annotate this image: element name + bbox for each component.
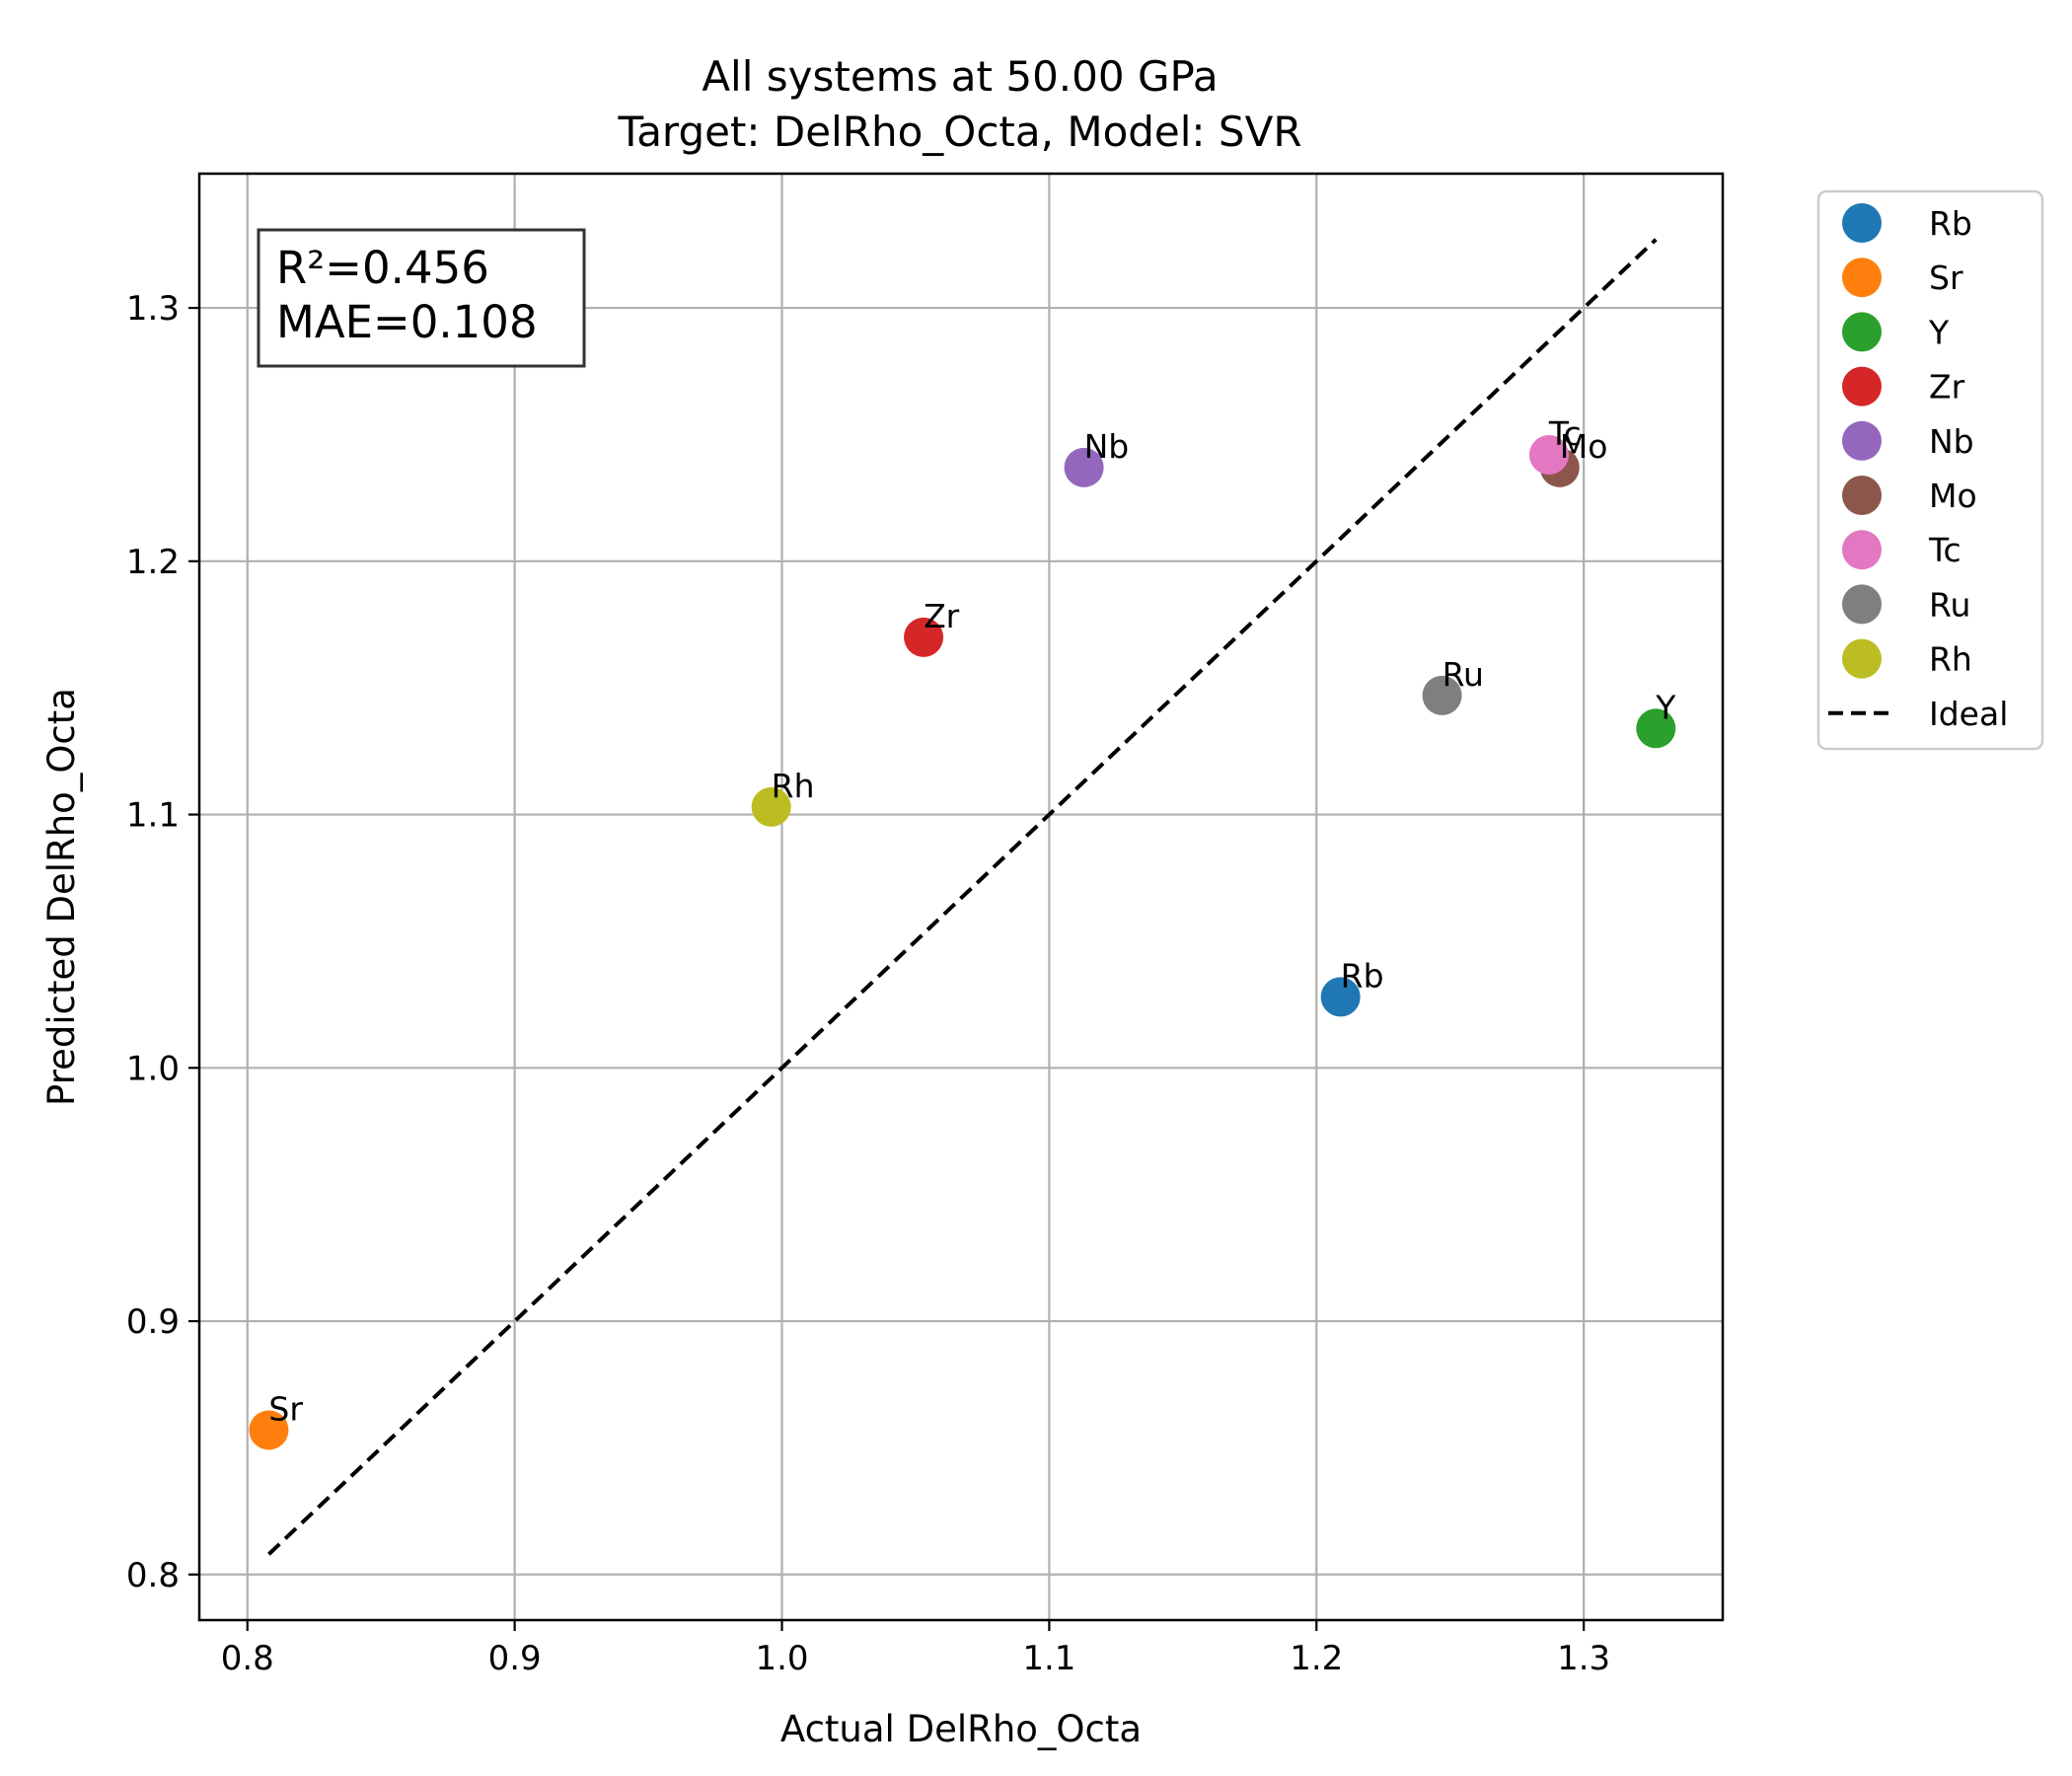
point-label-ru: Ru: [1443, 655, 1484, 694]
x-tick-label: 0.9: [488, 1639, 542, 1678]
y-tick-label: 1.2: [126, 543, 180, 582]
legend-label-rb: Rb: [1929, 204, 1972, 243]
y-tick-label: 1.1: [126, 796, 180, 836]
point-zr: [904, 617, 944, 657]
point-tc: [1528, 434, 1569, 475]
legend: Rb Sr Y Zr Nb Mo Tc Ru Rh Ideal: [1816, 189, 2044, 751]
legend-marker-rh: [1842, 638, 1882, 679]
x-tick-label: 0.8: [221, 1639, 274, 1678]
legend-marker-zr: [1842, 366, 1882, 407]
stats-box: R²=0.456 MAE=0.108: [257, 228, 586, 368]
x-tick-label: 1.3: [1557, 1639, 1610, 1678]
legend-label-zr: Zr: [1929, 368, 1965, 407]
y-tick-label: 1.0: [126, 1049, 180, 1088]
y-tick-label: 0.9: [126, 1302, 180, 1342]
point-label-sr: Sr: [268, 1389, 303, 1428]
legend-marker-tc: [1842, 530, 1882, 570]
legend-label-ideal: Ideal: [1929, 695, 2008, 733]
point-label-zr: Zr: [924, 597, 960, 635]
chart-subtitle: Target: DelRho_Octa, Model: SVR: [617, 108, 1301, 156]
y-axis-label: Predicted DelRho_Octa: [40, 688, 83, 1106]
point-nb: [1064, 447, 1104, 487]
legend-label-tc: Tc: [1928, 531, 1961, 569]
stats-box-frame: [257, 228, 586, 368]
point-label-rh: Rh: [772, 767, 815, 805]
point-label-tc: Tc: [1548, 414, 1582, 453]
grid: [199, 174, 1723, 1620]
legend-marker-nb: [1842, 420, 1882, 461]
y-tick-label: 0.8: [126, 1556, 180, 1595]
ideal-line: [267, 238, 1658, 1556]
ideal-line-layer: [267, 238, 1658, 1556]
point-sr: [249, 1410, 289, 1450]
point-rh: [751, 786, 791, 827]
legend-marker-rb: [1842, 203, 1882, 243]
point-label-y: Y: [1655, 688, 1676, 726]
x-tick-label: 1.2: [1290, 1639, 1343, 1678]
legend-label-y: Y: [1928, 313, 1950, 351]
point-ru: [1422, 675, 1462, 715]
x-axis-label: Actual DelRho_Octa: [780, 1708, 1142, 1750]
legend-label-rh: Rh: [1929, 640, 1972, 679]
y-tick-label: 1.3: [126, 289, 180, 329]
mae-text: MAE=0.108: [276, 296, 538, 348]
chart-title: All systems at 50.00 GPa: [702, 52, 1218, 101]
point-label-nb: Nb: [1084, 427, 1130, 466]
legend-label-nb: Nb: [1929, 422, 1974, 461]
legend-marker-sr: [1842, 258, 1882, 298]
legend-label-sr: Sr: [1929, 259, 1963, 297]
x-tick-label: 1.0: [755, 1639, 808, 1678]
legend-label-mo: Mo: [1929, 477, 1977, 515]
axis-ticks: 0.8 0.9 1.0 1.1 1.2 1.3 0.8 0.9 1.0 1.1 1.2 1.3: [126, 289, 1610, 1678]
x-tick-label: 1.1: [1022, 1639, 1075, 1678]
point-label-rb: Rb: [1341, 956, 1384, 995]
point-rb: [1320, 977, 1361, 1017]
point-label-mo: Mo: [1560, 427, 1608, 466]
point-y: [1636, 708, 1676, 749]
legend-marker-mo: [1842, 476, 1882, 515]
legend-label-ru: Ru: [1929, 585, 1970, 624]
legend-marker-ru: [1842, 584, 1882, 625]
r2-text: R²=0.456: [276, 242, 489, 294]
legend-marker-y: [1842, 312, 1882, 352]
plot-frame: [197, 172, 1725, 1622]
